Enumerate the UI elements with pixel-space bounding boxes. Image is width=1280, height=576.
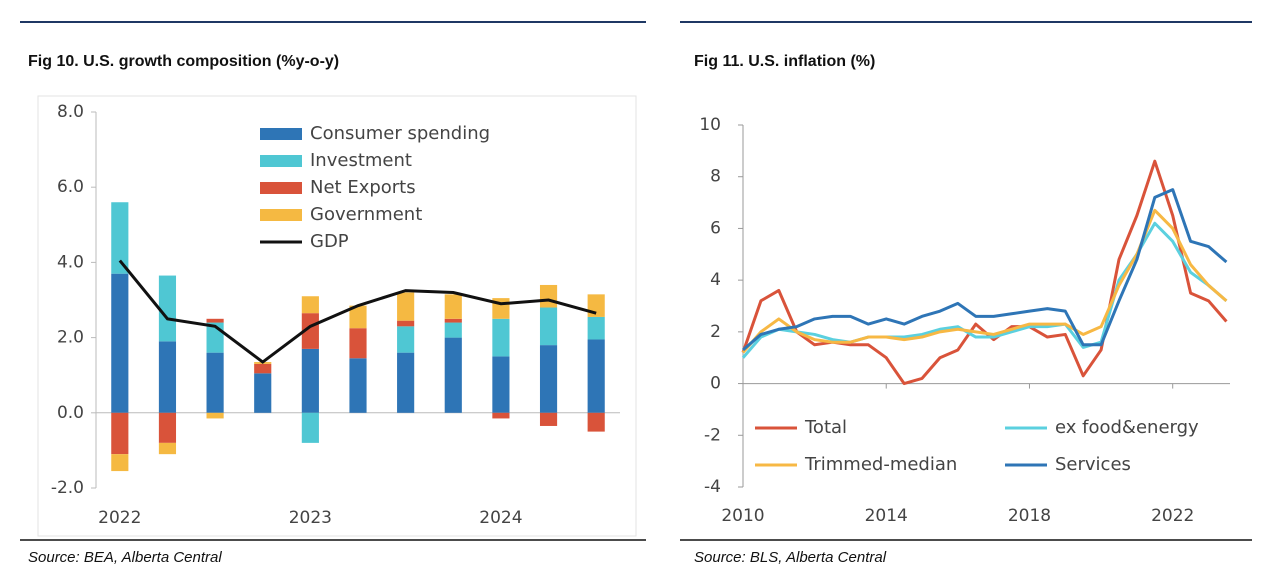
line-series [742, 188, 1228, 352]
bar-segment [539, 284, 558, 308]
bar-segment [444, 294, 462, 319]
bar-segment [539, 345, 558, 413]
chart-frame [37, 95, 637, 537]
bar-segment [492, 318, 510, 357]
bar-segment [254, 373, 272, 413]
bar-segment [397, 292, 415, 321]
y-tick-label: 0 [710, 374, 721, 394]
x-tick-label: 2024 [479, 508, 522, 528]
bar-segment [111, 202, 129, 274]
bar-segment [444, 318, 462, 323]
legend-label: Services [1055, 454, 1131, 475]
bar-segment [158, 412, 177, 443]
bar-segment [349, 358, 367, 413]
bar-segment [397, 326, 415, 353]
bar-segment [111, 273, 129, 413]
legend-swatch [260, 209, 302, 221]
bar-segment [539, 412, 558, 426]
y-tick-label: 6.0 [57, 177, 84, 197]
bar-segment [254, 363, 272, 374]
y-tick-label: 8.0 [57, 102, 84, 122]
y-tick-label: 0.0 [57, 403, 84, 423]
bar-segment [158, 442, 177, 455]
legend-swatch [260, 182, 302, 194]
y-tick-label: 4.0 [57, 252, 84, 272]
bar-segment [301, 296, 319, 314]
source-note: Source: BLS, Alberta Central [694, 549, 887, 566]
x-tick-label: 2022 [1151, 506, 1194, 526]
bar-segment [539, 307, 558, 346]
bar-segment [301, 412, 319, 443]
bar-segment [492, 412, 510, 419]
y-tick-label: 6 [710, 218, 721, 238]
bar-segment [587, 316, 605, 340]
bar-segment [587, 412, 605, 432]
bar-segment [206, 412, 224, 419]
legend-label: Government [310, 204, 422, 225]
legend-swatch [260, 155, 302, 167]
chart-title: Fig 11. U.S. inflation (%) [694, 53, 875, 70]
x-tick-label: 2018 [1008, 506, 1051, 526]
y-tick-label: 8 [710, 167, 721, 187]
chart-title: Fig 10. U.S. growth composition (%y-o-y) [28, 53, 339, 70]
bar-segment [444, 322, 462, 338]
legend-label: Trimmed-median [804, 454, 957, 475]
y-tick-label: 4 [710, 270, 721, 290]
y-tick-label: 10 [699, 115, 721, 135]
bar-segment [492, 356, 510, 413]
bar-segment [158, 341, 177, 413]
line-series [118, 259, 597, 364]
bar-segment [206, 318, 224, 323]
x-tick-label: 2014 [865, 506, 908, 526]
y-tick-label: 2 [710, 322, 721, 342]
line-series [741, 159, 1228, 386]
y-tick-label: 2.0 [57, 328, 84, 348]
bar-segment [111, 412, 129, 455]
bar-segment [111, 454, 129, 472]
source-note: Source: BEA, Alberta Central [28, 549, 222, 566]
legend-swatch [260, 128, 302, 140]
bar-segment [397, 352, 415, 413]
y-tick-label: -4 [704, 477, 721, 497]
bar-segment [587, 339, 605, 413]
x-tick-label: 2023 [289, 508, 332, 528]
x-tick-label: 2010 [721, 506, 764, 526]
bar-segment [444, 337, 462, 413]
legend-label: Total [804, 417, 847, 438]
bar-segment [158, 275, 177, 342]
legend-label: Consumer spending [310, 123, 490, 144]
bar-segment [301, 313, 319, 349]
x-tick-label: 2022 [98, 508, 141, 528]
legend-label: ex food&energy [1055, 417, 1199, 438]
line-series [741, 221, 1228, 359]
bar-segment [587, 294, 605, 317]
legend-label: GDP [310, 231, 349, 252]
bar-segment [301, 348, 319, 413]
bar-segment [397, 320, 415, 327]
bar-segment [349, 305, 367, 329]
y-tick-label: -2.0 [51, 478, 84, 498]
legend-label: Net Exports [310, 177, 416, 198]
bar-segment [349, 328, 367, 359]
bar-segment [206, 352, 224, 413]
y-tick-label: -2 [704, 425, 721, 445]
legend-label: Investment [310, 150, 412, 171]
